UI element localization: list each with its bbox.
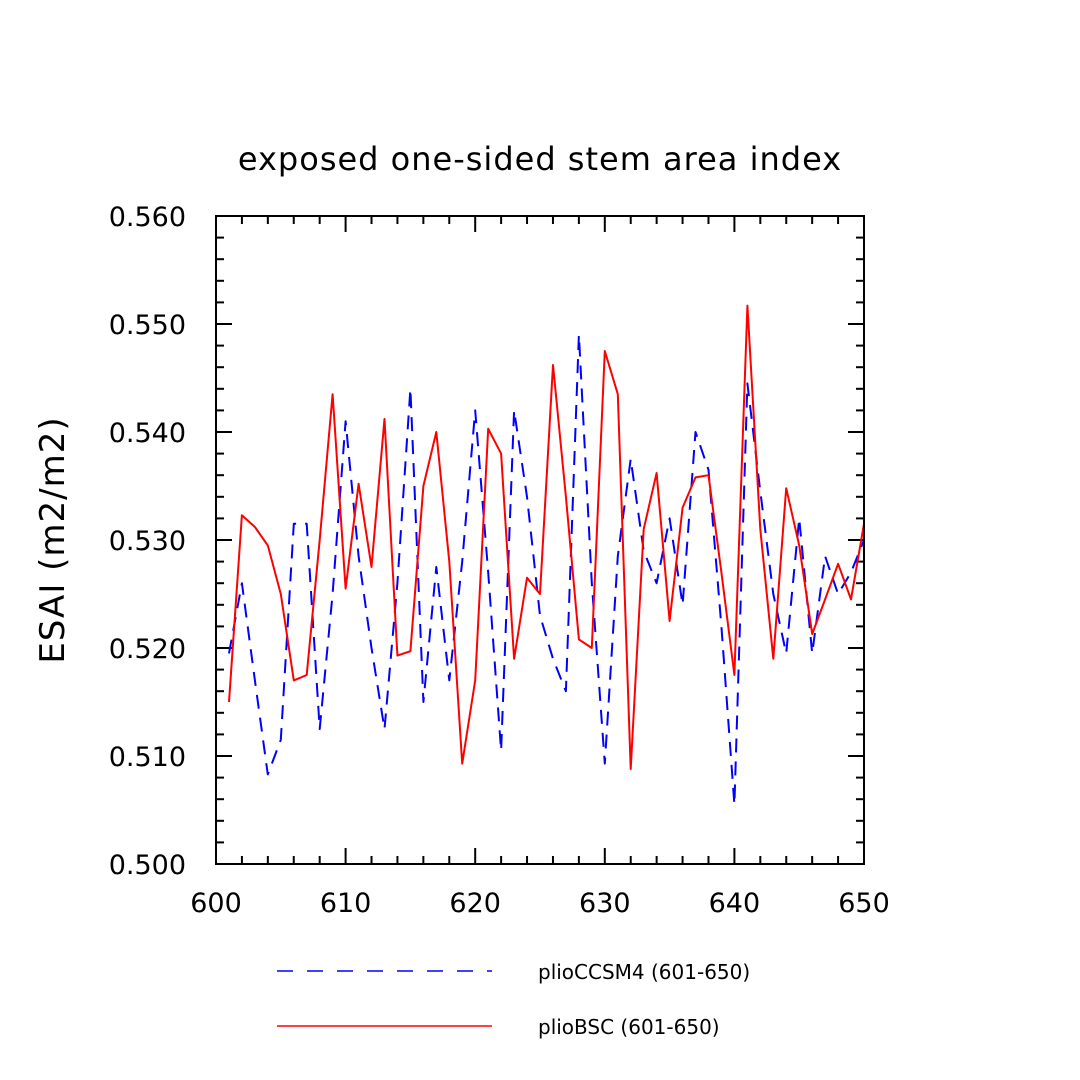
- series-line-solid: [228, 304, 865, 770]
- y-tick-label: 0.500: [109, 850, 186, 881]
- x-tick-label: 620: [449, 888, 501, 919]
- series-layer: [228, 304, 865, 806]
- y-tick-label: 0.520: [109, 634, 186, 665]
- y-tick-label: 0.510: [109, 742, 186, 773]
- legend-label: plioCCSM4 (601-650): [538, 960, 750, 984]
- x-tick-label: 640: [709, 888, 761, 919]
- chart-title: exposed one-sided stem area index: [238, 140, 842, 178]
- y-tick-labels: 0.500 0.510 0.520 0.530 0.540 0.550 0.560: [109, 202, 186, 881]
- legend-label: plioBSC (601-650): [538, 1015, 720, 1039]
- legend: plioCCSM4 (601-650) plioBSC (601-650): [277, 960, 750, 1039]
- series-line-dashed: [228, 333, 865, 806]
- x-tick-label: 630: [579, 888, 631, 919]
- y-tick-label: 0.550: [109, 310, 186, 341]
- y-tick-label: 0.540: [109, 418, 186, 449]
- y-tick-label: 0.560: [109, 202, 186, 233]
- x-tick-label: 650: [838, 888, 890, 919]
- x-tick-labels: 600 610 620 630 640 650: [190, 888, 890, 919]
- axis-ticks: [215, 215, 865, 865]
- x-tick-label: 610: [320, 888, 372, 919]
- y-axis-label: ESAI (m2/m2): [33, 416, 73, 663]
- x-tick-label: 600: [190, 888, 242, 919]
- plot-frame: [215, 215, 865, 865]
- y-tick-label: 0.530: [109, 526, 186, 557]
